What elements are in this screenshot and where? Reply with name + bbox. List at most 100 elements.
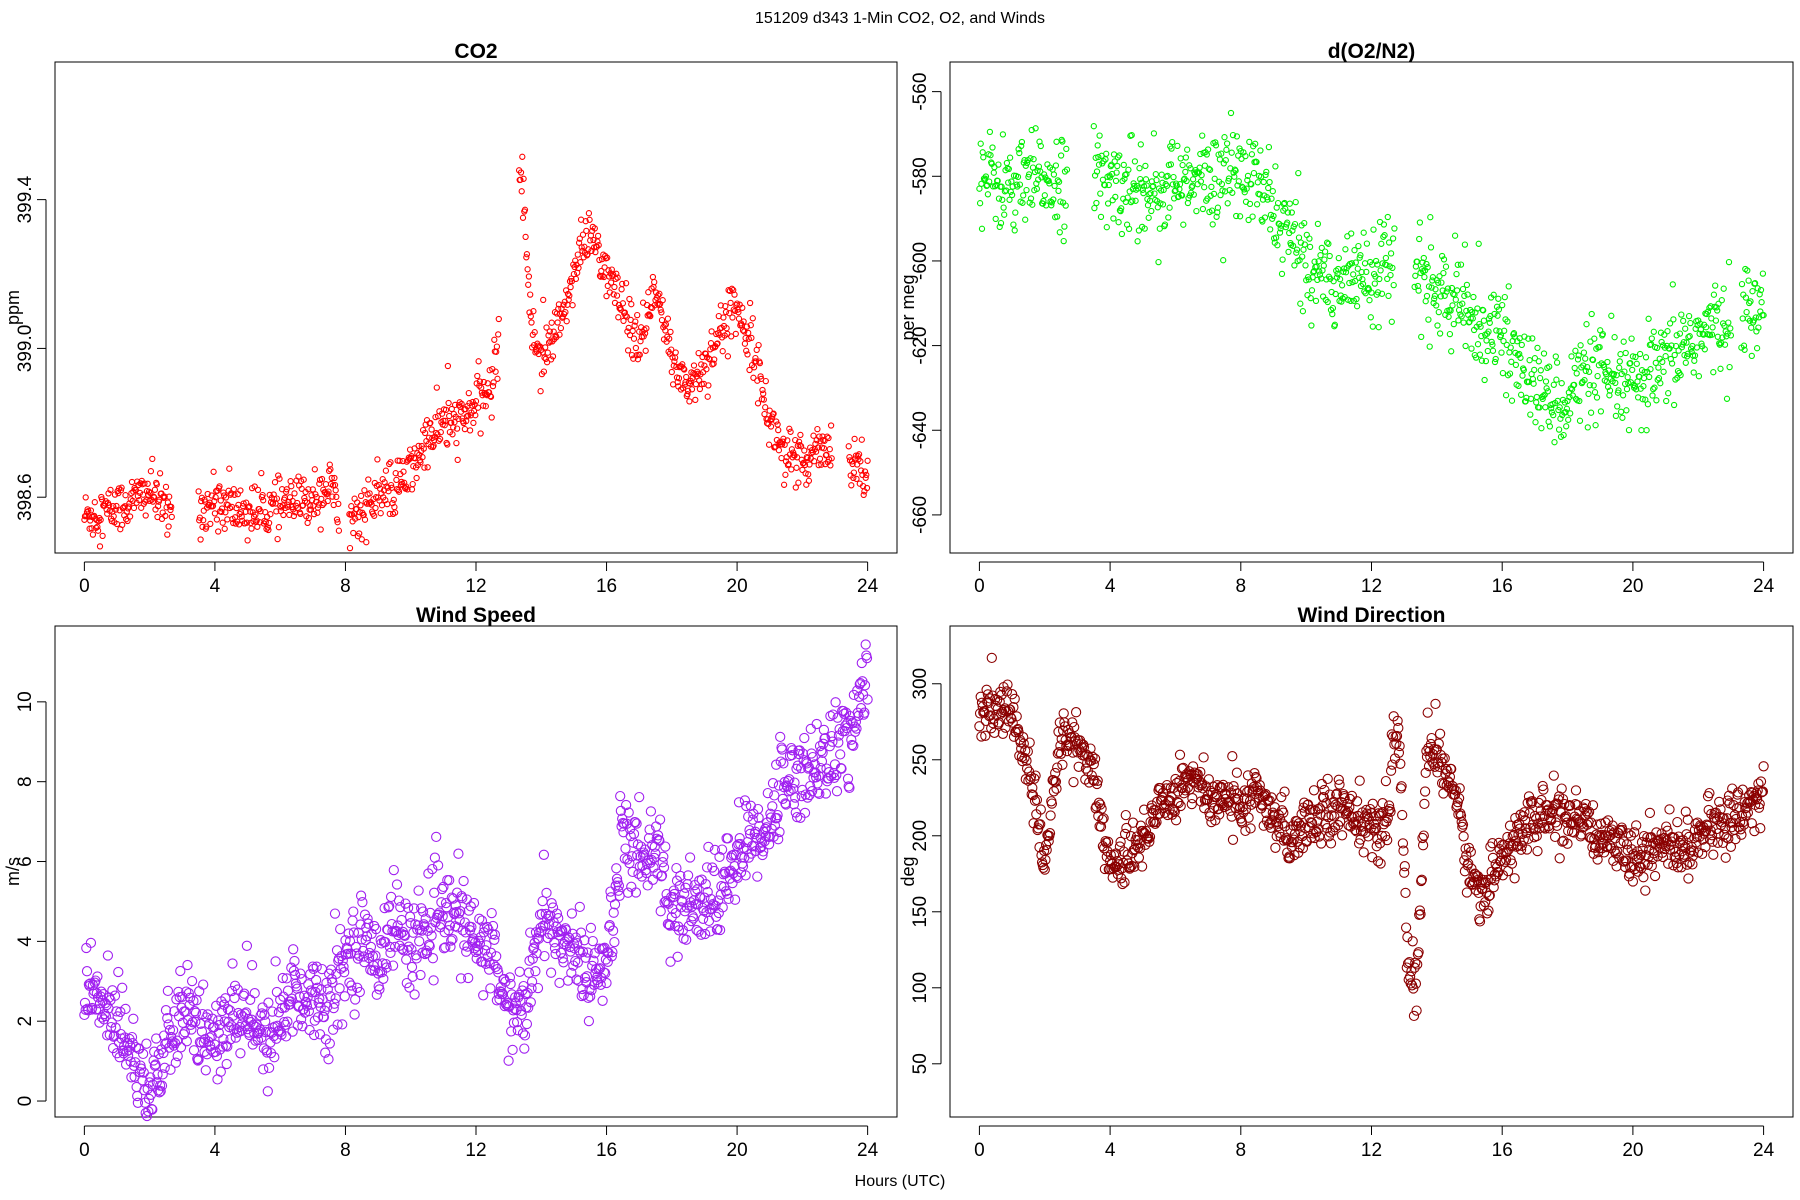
data-point: [348, 503, 355, 510]
data-point: [1055, 187, 1062, 195]
data-point: [1377, 267, 1384, 274]
data-point: [303, 499, 311, 506]
data-point: [437, 911, 448, 922]
x-tick-label: 8: [1236, 1140, 1247, 1161]
data-point: [288, 944, 299, 955]
data-point: [631, 322, 638, 329]
data-point: [122, 492, 129, 499]
data-point: [542, 355, 549, 363]
data-point: [1642, 396, 1649, 403]
data-point: [523, 254, 530, 261]
data-point: [161, 493, 168, 500]
data-point: [1393, 747, 1405, 758]
data-point: [1053, 138, 1060, 145]
data-point: [543, 324, 550, 331]
data-point: [467, 412, 474, 419]
data-point: [653, 834, 664, 846]
data-point: [1754, 285, 1761, 292]
data-point: [1462, 342, 1469, 350]
data-point: [997, 728, 1009, 739]
data-point: [1504, 318, 1511, 325]
data-point: [1508, 829, 1520, 841]
data-point: [168, 503, 175, 511]
data-point: [623, 313, 630, 320]
data-point: [1078, 742, 1090, 753]
data-point: [705, 382, 712, 389]
data-point: [532, 982, 544, 994]
data-point: [336, 950, 347, 962]
data-point: [387, 459, 394, 466]
data-point: [1366, 297, 1373, 304]
data-point: [814, 788, 825, 800]
data-point: [162, 512, 169, 520]
data-point: [271, 479, 279, 486]
data-point: [1554, 853, 1565, 864]
data-point: [566, 967, 577, 979]
x-tick-label: 16: [596, 1140, 617, 1161]
data-point: [742, 334, 749, 342]
data-point: [524, 266, 531, 273]
data-point: [1564, 799, 1575, 811]
data-point: [1073, 761, 1084, 772]
data-point: [355, 919, 366, 930]
data-point: [177, 991, 188, 1002]
data-point: [717, 902, 728, 913]
data-point: [339, 967, 350, 978]
data-point: [1466, 318, 1473, 326]
data-point: [656, 290, 663, 297]
data-point: [1295, 169, 1302, 177]
data-point: [289, 955, 300, 967]
data-point: [1229, 189, 1236, 196]
data-point: [1436, 330, 1444, 337]
data-point: [1650, 328, 1657, 335]
data-point: [1025, 771, 1037, 782]
data-point: [1097, 814, 1108, 825]
data-point: [1434, 728, 1446, 739]
data-point: [1214, 204, 1222, 211]
data-point: [613, 270, 620, 277]
data-point: [1575, 352, 1582, 359]
data-point: [976, 697, 988, 708]
data-point: [1263, 168, 1270, 176]
data-point: [1451, 232, 1459, 239]
data-point: [1558, 380, 1565, 387]
data-point: [803, 762, 815, 773]
data-point: [1411, 283, 1418, 291]
data-point: [853, 710, 864, 721]
data-point: [858, 436, 865, 443]
data-point: [1678, 311, 1685, 318]
data-point: [312, 1012, 324, 1023]
data-point: [480, 378, 487, 386]
data-point: [1594, 372, 1601, 380]
data-point: [230, 486, 237, 493]
data-point: [810, 458, 818, 465]
data-point: [1600, 817, 1611, 828]
data-point: [1307, 294, 1314, 302]
data-point: [1649, 845, 1660, 856]
data-point: [1112, 177, 1120, 185]
data-point: [1361, 260, 1369, 267]
data-point: [327, 977, 338, 988]
data-point: [798, 754, 809, 766]
data-point: [1421, 745, 1432, 757]
data-point: [265, 526, 272, 534]
data-point: [1438, 252, 1446, 260]
data-point: [1517, 391, 1525, 398]
data-point: [1019, 199, 1026, 206]
data-point: [524, 955, 535, 966]
data-point: [585, 246, 592, 253]
data-point: [453, 425, 461, 432]
data-point: [1759, 270, 1767, 277]
data-point: [1638, 427, 1645, 434]
plot-frame: [54, 61, 898, 554]
data-point: [654, 292, 662, 299]
data-point: [855, 677, 866, 689]
data-point: [1210, 190, 1218, 198]
data-point: [519, 1043, 530, 1054]
data-point: [1417, 832, 1428, 844]
data-point: [735, 838, 746, 850]
data-point: [1139, 186, 1146, 193]
data-point: [314, 509, 321, 516]
data-point: [1150, 818, 1161, 829]
data-point: [1137, 175, 1144, 183]
